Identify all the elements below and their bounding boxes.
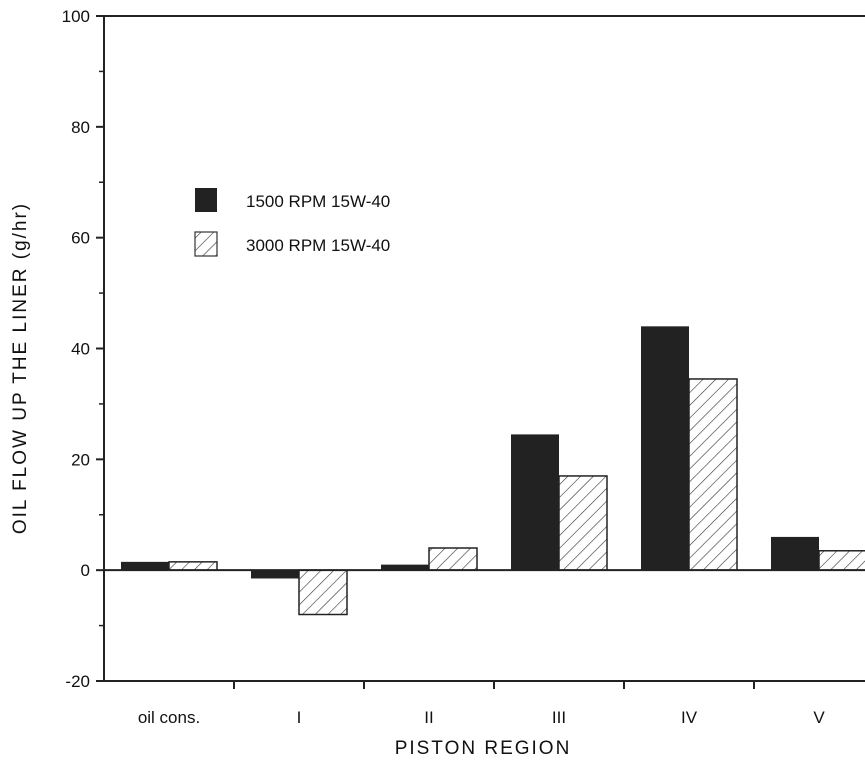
x-tick-label: V: [813, 708, 825, 727]
bar-3000rpm: [168, 561, 218, 571]
legend-swatch-3000rpm: [194, 231, 218, 257]
y-tick-label: 80: [71, 118, 90, 137]
bar-3000rpm: [558, 475, 608, 571]
y-tick-label: 60: [71, 229, 90, 248]
bar-1500rpm: [771, 536, 819, 571]
x-tick-label: oil cons.: [138, 708, 200, 727]
legend-label-1500rpm: 1500 RPM 15W-40: [246, 192, 390, 211]
y-tick-label: 0: [81, 561, 90, 580]
bar-3000rpm: [298, 569, 348, 616]
x-tick-label: IV: [681, 708, 698, 727]
bar-3000rpm: [688, 378, 738, 571]
bar-3000rpm: [818, 550, 865, 571]
y-tick-label: 40: [71, 340, 90, 359]
legend: 1500 RPM 15W-40 3000 RPM 15W-40: [194, 188, 390, 257]
x-axis-label: PISTON REGION: [395, 738, 572, 759]
bar-1500rpm: [251, 570, 299, 579]
y-tick-label: -20: [65, 672, 90, 691]
y-tick-label: 100: [62, 7, 90, 26]
legend-swatch-1500rpm: [195, 188, 217, 212]
legend-label-3000rpm: 3000 RPM 15W-40: [246, 236, 390, 255]
x-tick-label: II: [424, 708, 433, 727]
bar-1500rpm: [511, 434, 559, 571]
x-axis-ticks: oil cons. I II III IV V: [138, 681, 825, 727]
y-axis-label: OIL FLOW UP THE LINER (g/hr): [10, 202, 31, 534]
y-tick-label: 20: [71, 450, 90, 469]
bar-3000rpm: [428, 547, 478, 571]
bar-1500rpm: [641, 326, 689, 571]
bar-1500rpm: [121, 561, 169, 571]
x-tick-label: III: [552, 708, 566, 727]
bars: [121, 326, 865, 616]
x-tick-label: I: [297, 708, 302, 727]
bar-1500rpm: [381, 564, 429, 571]
y-axis-ticks: -20 0 20 40 60 80 100: [62, 7, 104, 691]
